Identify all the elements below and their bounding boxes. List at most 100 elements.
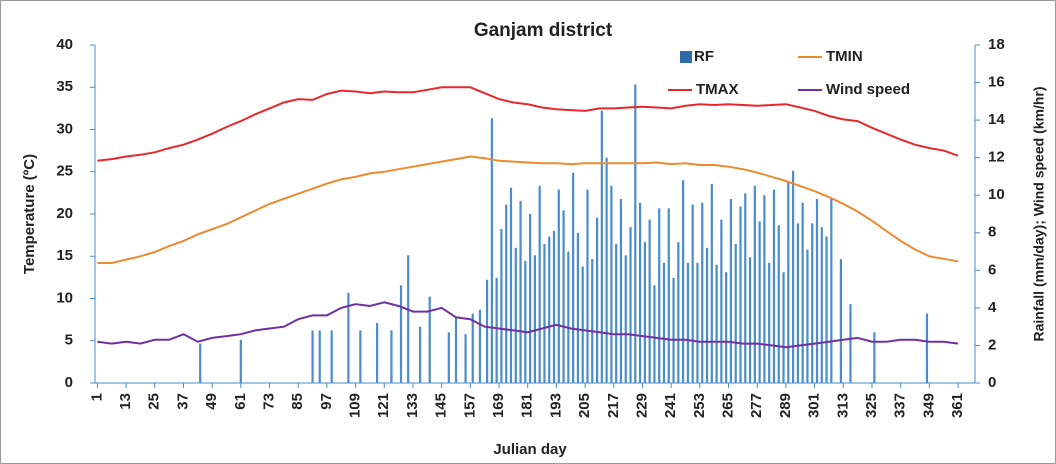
- rf-bar: [725, 272, 728, 383]
- rf-bar: [643, 242, 646, 383]
- rf-bar: [557, 189, 560, 383]
- rf-bar: [428, 296, 431, 383]
- rf-bar: [720, 219, 723, 383]
- y2-tick-label: 6: [988, 261, 996, 278]
- y-tick-label: 25: [56, 163, 73, 180]
- rf-bar: [548, 236, 551, 383]
- y-tick-label: 30: [56, 120, 73, 137]
- rf-bar: [591, 259, 594, 383]
- rf-bar: [830, 198, 833, 383]
- legend-label: TMIN: [826, 48, 863, 65]
- rf-bar: [696, 262, 699, 383]
- rf-bar: [782, 272, 785, 383]
- x-tick-label: 361: [949, 393, 966, 418]
- rf-bar: [653, 285, 656, 383]
- x-tick-label: 85: [289, 393, 306, 410]
- rf-bar: [318, 330, 321, 383]
- rf-bar: [672, 277, 675, 383]
- rf-bar: [815, 198, 819, 383]
- rf-bar: [715, 264, 718, 383]
- x-tick-label: 25: [146, 393, 163, 410]
- rf-bar: [629, 227, 632, 383]
- y-tick-label: 5: [65, 332, 73, 349]
- rf-bar: [239, 339, 242, 383]
- rf-bar: [777, 225, 780, 383]
- rf-bar: [638, 202, 642, 383]
- y-tick-label: 15: [56, 247, 73, 264]
- rf-bar: [705, 247, 709, 383]
- x-tick-label: 205: [576, 393, 593, 418]
- rf-bar: [772, 189, 776, 383]
- y-tick-label: 40: [56, 36, 73, 53]
- rf-bar: [667, 208, 670, 383]
- x-tick-label: 37: [174, 393, 191, 410]
- rf-bar: [552, 230, 556, 383]
- rf-bar: [447, 332, 450, 383]
- y2-tick-label: 18: [988, 36, 1005, 53]
- rf-bar: [839, 259, 843, 383]
- rf-bar: [758, 221, 761, 383]
- x-tick-label: 73: [260, 393, 277, 410]
- rf-bar: [529, 214, 532, 383]
- rf-bar: [811, 223, 814, 383]
- x-tick-label: 253: [691, 393, 708, 418]
- x-tick-label: 289: [777, 393, 794, 418]
- rf-bar: [729, 198, 733, 383]
- x-tick-label: 1: [88, 393, 105, 401]
- rf-bar: [581, 266, 584, 383]
- rf-bar: [686, 262, 689, 383]
- rf-bar: [399, 285, 403, 383]
- rf-bar: [619, 198, 623, 383]
- rf-bar: [634, 84, 637, 383]
- rf-bar: [576, 232, 580, 383]
- rf-bar: [624, 255, 627, 383]
- rf-bar: [514, 247, 517, 383]
- rf-bar: [658, 208, 661, 383]
- rf-bar: [538, 185, 541, 383]
- x-tick-label: 121: [375, 393, 392, 418]
- rf-bar: [500, 229, 503, 383]
- x-tick-label: 337: [892, 393, 909, 418]
- rf-bar: [801, 202, 804, 383]
- rf-bar: [739, 206, 742, 383]
- rf-bar: [407, 255, 410, 383]
- y-tick-label: 0: [65, 374, 73, 391]
- x-tick-label: 169: [490, 393, 507, 418]
- x-tick-label: 13: [117, 393, 134, 410]
- line-series: [97, 301, 959, 349]
- y-tick-label: 20: [56, 205, 73, 222]
- rf-bar: [509, 187, 513, 383]
- rf-bar: [376, 322, 379, 383]
- rf-bar: [873, 332, 876, 383]
- x-tick-label: 145: [433, 393, 450, 418]
- rf-bar: [595, 217, 599, 383]
- x-tick-label: 313: [834, 393, 851, 418]
- y2-tick-label: 4: [988, 299, 997, 316]
- rf-bar: [495, 277, 498, 383]
- rf-bar: [768, 262, 771, 383]
- rf-bar: [791, 170, 795, 383]
- y2-tick-label: 16: [988, 74, 1005, 91]
- y2-tick-label: 10: [988, 186, 1005, 203]
- rf-bar: [787, 182, 790, 383]
- x-tick-label: 277: [748, 393, 765, 418]
- rf-bar: [505, 204, 508, 383]
- x-tick-label: 349: [920, 393, 937, 418]
- rf-bar: [464, 334, 467, 383]
- rf-bar: [347, 292, 350, 383]
- rf-bar: [796, 223, 799, 383]
- x-tick-label: 241: [662, 393, 679, 418]
- legend-label: RF: [694, 48, 714, 65]
- rf-bar: [543, 244, 546, 383]
- rf-bar: [682, 180, 685, 383]
- rf-bar: [390, 330, 393, 383]
- y2-tick-label: 2: [988, 336, 996, 353]
- x-tick-label: 301: [806, 393, 823, 418]
- x-tick-label: 229: [633, 393, 650, 418]
- y2-tick-label: 0: [988, 374, 996, 391]
- rf-bar: [701, 202, 704, 383]
- rf-bar: [610, 185, 613, 383]
- rf-bar: [330, 330, 333, 383]
- x-axis-label: Julian day: [493, 441, 567, 458]
